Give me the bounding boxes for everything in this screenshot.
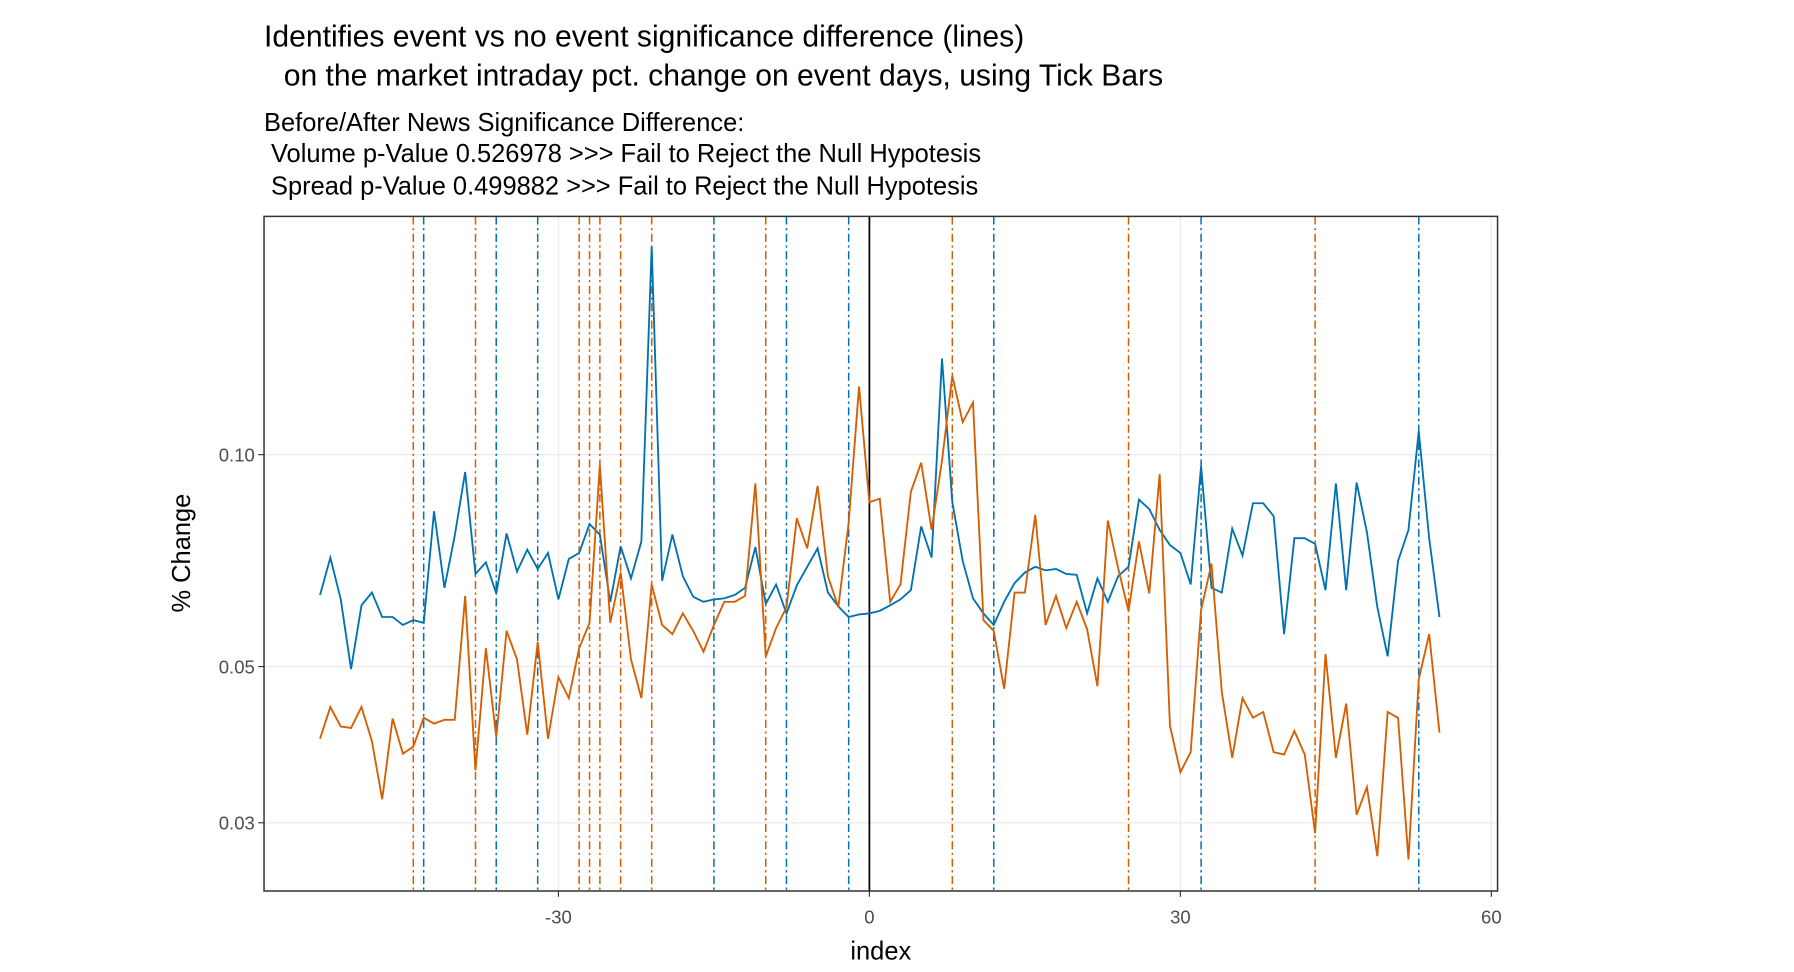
x-axis-title: index (850, 937, 911, 965)
series-line (319, 375, 1441, 860)
chart-subtitle: Volume p-Value 0.526978 >>> Fail to Reje… (271, 140, 981, 168)
y-axis-title: % Change (168, 494, 196, 613)
y-tick-label: 0.03 (219, 813, 255, 834)
x-tick-label: 30 (1170, 906, 1191, 927)
x-tick-label: -30 (545, 906, 572, 927)
x-tick-label: 60 (1481, 906, 1502, 927)
x-tick-label: 0 (864, 906, 874, 927)
plot-border (263, 215, 1499, 892)
chart-subtitle: Before/After News Significance Differenc… (264, 109, 744, 137)
chart-title: on the market intraday pct. change on ev… (284, 60, 1163, 93)
y-tick-label: 0.05 (219, 657, 255, 678)
series-line (319, 246, 1441, 670)
y-tick-label: 0.10 (219, 445, 255, 466)
plot-background (264, 216, 1498, 891)
chart-title: Identifies event vs no event significanc… (264, 20, 1024, 53)
chart-subtitle: Spread p-Value 0.499882 >>> Fail to Reje… (271, 172, 978, 200)
